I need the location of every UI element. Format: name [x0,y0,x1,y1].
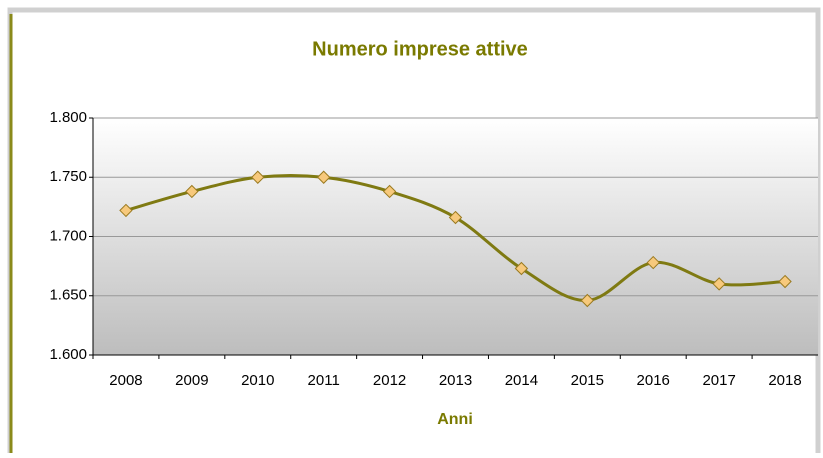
x-tick-label: 2015 [571,372,604,389]
x-tick-label: 2016 [637,372,670,389]
y-tick-label: 1.600 [49,346,87,363]
marker [514,261,529,276]
x-tick-label: 2008 [109,372,142,389]
x-tick-label: 2014 [505,372,538,389]
marker [119,203,133,218]
marker [712,277,726,291]
x-tick-label: 2012 [373,372,406,389]
x-tick-label: 2017 [702,372,735,389]
marker [580,293,595,308]
y-tick-label: 1.700 [49,227,87,244]
y-tick-label: 1.800 [49,109,87,126]
y-tick-label: 1.650 [49,287,87,304]
x-tick-label: 2009 [175,372,208,389]
marker [251,170,265,184]
marker [382,184,397,199]
marker [185,184,199,199]
chart-title: Numero imprese attive [312,38,528,60]
x-tick-label: 2018 [768,372,801,389]
marker [448,210,463,225]
x-axis-label: Anni [437,411,473,428]
x-tick-label: 2011 [308,372,340,389]
marker [778,274,792,289]
marker [646,255,660,270]
x-tick-label: 2013 [439,372,472,389]
marker [316,170,331,184]
y-tick-label: 1.750 [49,168,87,185]
x-tick-label: 2010 [241,372,274,389]
